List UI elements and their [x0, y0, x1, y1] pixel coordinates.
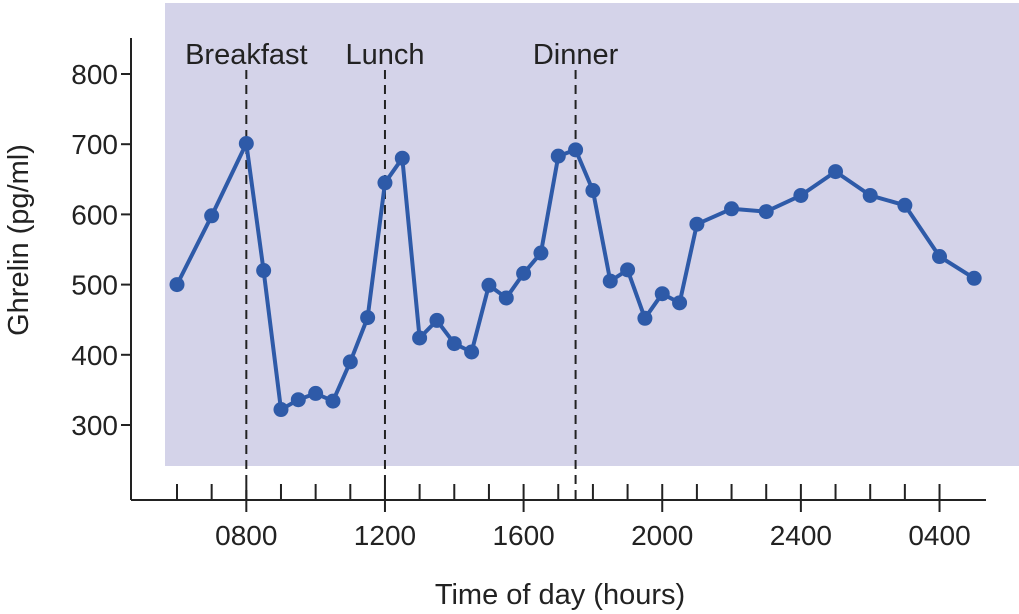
data-point — [412, 330, 428, 346]
data-point — [464, 344, 480, 360]
axes: 300 400 500 600 700 800 0800 1200 1600 2000 2400 04… — [71, 38, 986, 551]
data-point — [862, 187, 878, 203]
data-point — [689, 216, 705, 232]
data-point — [585, 183, 601, 199]
data-point — [308, 385, 324, 401]
data-point — [273, 402, 289, 418]
plot-background — [165, 3, 1019, 466]
data-point — [377, 175, 393, 191]
data-point — [256, 263, 272, 279]
data-point — [446, 336, 462, 352]
x-tick-label: 1200 — [354, 520, 416, 551]
data-point — [966, 270, 982, 286]
data-point — [498, 290, 514, 306]
data-point — [620, 262, 636, 278]
data-point — [342, 354, 358, 370]
data-point — [204, 208, 220, 224]
data-point — [672, 295, 688, 311]
y-tick-label: 800 — [71, 59, 118, 90]
data-point — [758, 204, 774, 220]
data-point — [394, 150, 410, 166]
x-tick-label: 0400 — [908, 520, 970, 551]
data-series — [169, 135, 982, 418]
data-point — [602, 273, 618, 289]
y-axis-label: Ghrelin (pg/ml) — [3, 144, 35, 336]
data-point — [360, 310, 376, 326]
meal-markers: Breakfast Lunch Dinner — [185, 39, 619, 500]
y-tick-label: 500 — [71, 270, 118, 301]
data-point — [568, 142, 584, 158]
data-point — [654, 286, 670, 302]
data-point — [238, 135, 254, 151]
data-point — [793, 187, 809, 203]
meal-label: Breakfast — [185, 39, 308, 71]
data-point — [932, 249, 948, 265]
data-point — [290, 392, 306, 408]
data-point — [516, 265, 532, 281]
meal-label: Lunch — [345, 39, 424, 71]
data-point — [325, 393, 341, 409]
x-axis-label: Time of day (hours) — [435, 579, 685, 611]
x-tick-label: 2000 — [631, 520, 693, 551]
y-tick-label: 700 — [71, 129, 118, 160]
data-point — [550, 148, 566, 164]
data-point — [828, 164, 844, 180]
data-point — [637, 310, 653, 326]
meal-label: Dinner — [533, 39, 619, 71]
x-tick-label: 0800 — [215, 520, 277, 551]
y-tick-label: 300 — [71, 410, 118, 441]
data-point — [429, 312, 445, 328]
y-tick-label: 400 — [71, 340, 118, 371]
data-point — [724, 201, 740, 217]
data-point — [169, 277, 185, 293]
y-tick-label: 600 — [71, 199, 118, 230]
data-point — [533, 245, 549, 261]
x-tick-label: 2400 — [770, 520, 832, 551]
data-point — [481, 277, 497, 293]
x-tick-label: 1600 — [492, 520, 554, 551]
data-point — [897, 197, 913, 213]
